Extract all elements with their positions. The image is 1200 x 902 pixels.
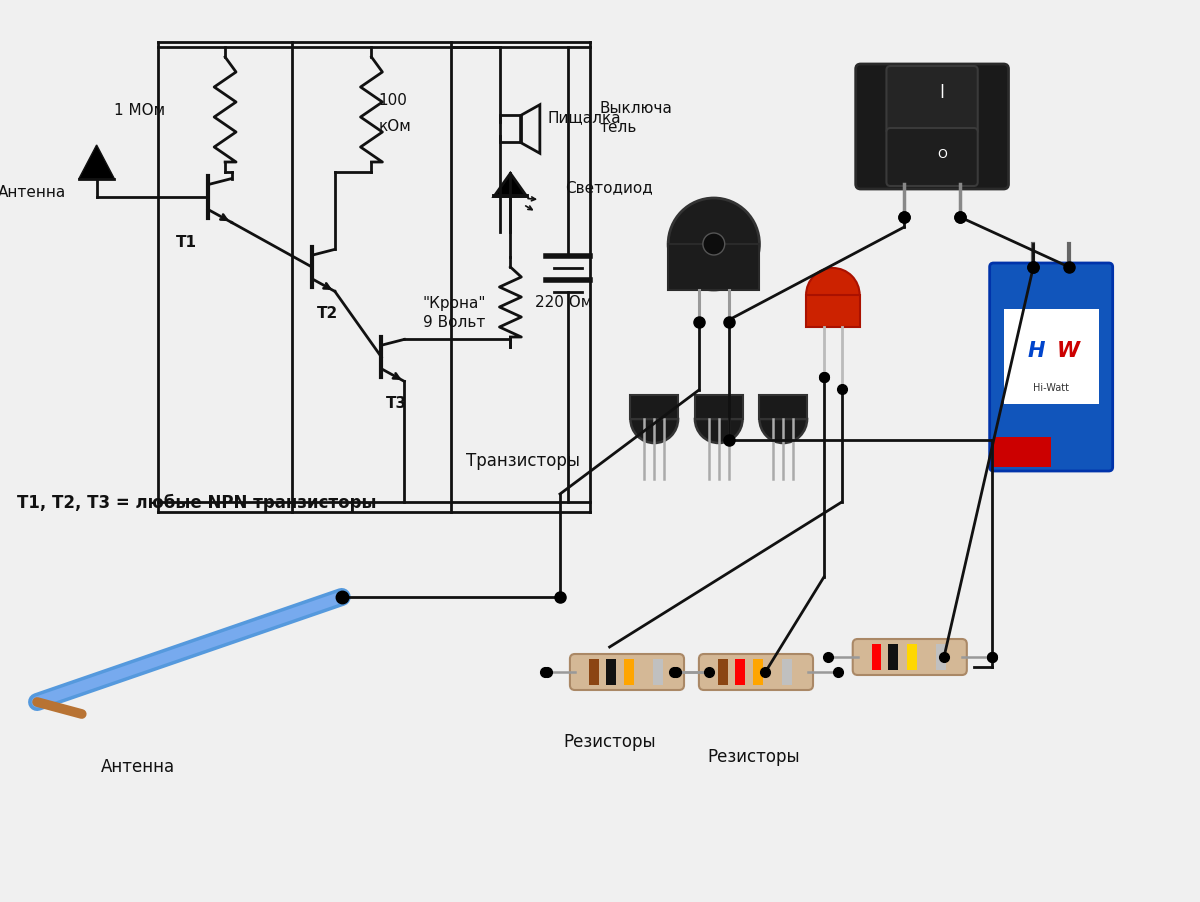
- Bar: [888, 644, 899, 670]
- Bar: [1003, 309, 1099, 405]
- Text: Резисторы: Резисторы: [707, 747, 799, 765]
- Bar: [907, 644, 917, 670]
- Text: Светодиод: Светодиод: [565, 180, 653, 196]
- Text: 1 МОм: 1 МОм: [114, 103, 166, 118]
- Text: Антенна: Антенна: [101, 757, 175, 775]
- Bar: [589, 659, 599, 686]
- Bar: [695, 396, 743, 419]
- Text: Выключа
тель: Выключа тель: [600, 101, 672, 134]
- FancyBboxPatch shape: [698, 654, 814, 690]
- Text: O: O: [937, 148, 947, 161]
- Text: Hi-Watt: Hi-Watt: [1033, 382, 1069, 392]
- Wedge shape: [630, 419, 678, 444]
- Circle shape: [806, 269, 859, 323]
- Text: 100: 100: [378, 93, 407, 108]
- FancyBboxPatch shape: [856, 65, 1008, 189]
- Text: кОм: кОм: [378, 119, 412, 133]
- Bar: [606, 659, 616, 686]
- Bar: [653, 659, 664, 686]
- Bar: [994, 437, 1051, 467]
- Text: H: H: [1027, 341, 1045, 361]
- FancyBboxPatch shape: [990, 263, 1112, 472]
- Bar: [871, 644, 882, 670]
- Text: 220 Ом: 220 Ом: [535, 295, 593, 310]
- Bar: [718, 659, 727, 686]
- Text: Т1: Т1: [175, 235, 197, 250]
- Bar: [760, 396, 808, 419]
- Text: Антенна: Антенна: [0, 185, 66, 200]
- Text: Транзисторы: Транзисторы: [466, 452, 580, 469]
- FancyBboxPatch shape: [853, 640, 967, 676]
- Bar: [624, 659, 635, 686]
- Text: Пищалка: Пищалка: [547, 110, 622, 125]
- Bar: [936, 644, 946, 670]
- Bar: [500, 116, 521, 143]
- Bar: [782, 659, 792, 686]
- Polygon shape: [494, 174, 527, 198]
- Text: Т2: Т2: [317, 306, 338, 320]
- Bar: [630, 396, 678, 419]
- FancyBboxPatch shape: [570, 654, 684, 690]
- Text: Резисторы: Резисторы: [563, 732, 656, 750]
- Bar: [668, 244, 760, 290]
- Text: Т1, Т2, Т3 = любые NPN транзисторы: Т1, Т2, Т3 = любые NPN транзисторы: [17, 493, 377, 511]
- Wedge shape: [695, 419, 743, 444]
- Polygon shape: [79, 146, 114, 179]
- Text: |: |: [940, 84, 944, 98]
- Circle shape: [703, 234, 725, 255]
- FancyBboxPatch shape: [887, 129, 978, 187]
- Text: Т3: Т3: [386, 395, 408, 410]
- Bar: [754, 659, 763, 686]
- Bar: [806, 296, 859, 327]
- Text: W: W: [1057, 341, 1080, 361]
- Bar: [734, 659, 744, 686]
- Bar: [1051, 437, 1109, 467]
- FancyBboxPatch shape: [887, 67, 978, 135]
- Circle shape: [668, 198, 760, 290]
- Text: "Крона"
9 Вольт: "Крона" 9 Вольт: [422, 296, 486, 329]
- Wedge shape: [760, 419, 808, 444]
